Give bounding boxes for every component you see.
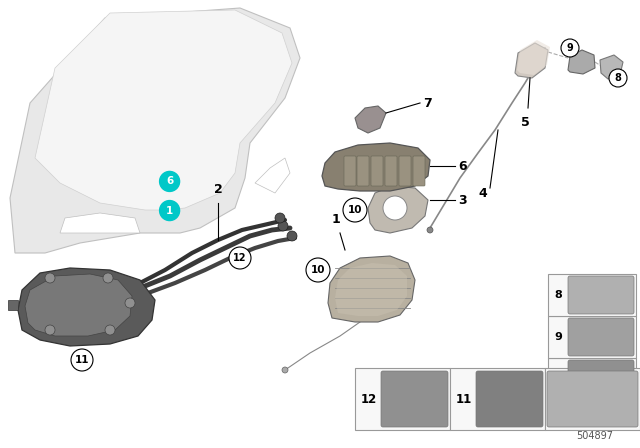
Circle shape — [71, 349, 93, 371]
Circle shape — [306, 258, 330, 282]
FancyBboxPatch shape — [381, 371, 448, 427]
Circle shape — [427, 227, 433, 233]
FancyBboxPatch shape — [545, 368, 640, 430]
Circle shape — [561, 39, 579, 57]
FancyBboxPatch shape — [399, 156, 411, 186]
Text: 10: 10 — [311, 265, 325, 275]
FancyBboxPatch shape — [547, 371, 638, 427]
Polygon shape — [335, 263, 407, 316]
Circle shape — [105, 325, 115, 335]
Text: 12: 12 — [361, 392, 377, 405]
Circle shape — [125, 298, 135, 308]
Polygon shape — [10, 8, 300, 253]
FancyBboxPatch shape — [355, 368, 450, 430]
Polygon shape — [355, 106, 386, 133]
Circle shape — [609, 69, 627, 87]
Polygon shape — [25, 274, 132, 336]
FancyBboxPatch shape — [548, 358, 636, 400]
Text: 10: 10 — [348, 205, 362, 215]
Circle shape — [229, 247, 251, 269]
Polygon shape — [8, 300, 18, 310]
Text: 8: 8 — [554, 290, 562, 300]
Polygon shape — [568, 50, 595, 74]
Polygon shape — [600, 55, 623, 79]
Text: 2: 2 — [214, 183, 222, 196]
Polygon shape — [515, 43, 548, 78]
Polygon shape — [18, 268, 155, 346]
FancyBboxPatch shape — [385, 156, 397, 186]
Circle shape — [275, 213, 285, 223]
Circle shape — [103, 273, 113, 283]
Text: 1: 1 — [166, 206, 173, 215]
FancyBboxPatch shape — [568, 360, 634, 398]
FancyBboxPatch shape — [548, 274, 636, 316]
FancyBboxPatch shape — [357, 156, 369, 186]
Text: 1: 1 — [332, 213, 340, 226]
Text: 9: 9 — [566, 43, 573, 53]
Text: 5: 5 — [520, 116, 529, 129]
Text: 504897: 504897 — [577, 431, 614, 441]
Polygon shape — [60, 213, 140, 233]
Text: 12: 12 — [233, 253, 247, 263]
Text: 9: 9 — [554, 332, 562, 342]
Text: 7: 7 — [423, 96, 432, 109]
Circle shape — [159, 172, 180, 191]
Polygon shape — [322, 143, 430, 191]
Circle shape — [287, 231, 297, 241]
Text: 6: 6 — [458, 159, 467, 172]
Circle shape — [45, 325, 55, 335]
Circle shape — [159, 201, 180, 220]
FancyBboxPatch shape — [568, 276, 634, 314]
Circle shape — [343, 198, 367, 222]
FancyBboxPatch shape — [344, 156, 356, 186]
Polygon shape — [517, 40, 550, 75]
Polygon shape — [368, 186, 428, 233]
Polygon shape — [328, 256, 415, 322]
Polygon shape — [35, 10, 292, 210]
FancyBboxPatch shape — [568, 318, 634, 356]
FancyBboxPatch shape — [413, 156, 425, 186]
FancyBboxPatch shape — [450, 368, 545, 430]
Text: 4: 4 — [478, 186, 487, 199]
Text: 3: 3 — [458, 194, 467, 207]
Text: 11: 11 — [456, 392, 472, 405]
Circle shape — [282, 367, 288, 373]
Text: 10: 10 — [550, 374, 566, 384]
FancyBboxPatch shape — [476, 371, 543, 427]
FancyBboxPatch shape — [371, 156, 383, 186]
Text: 6: 6 — [166, 177, 173, 186]
FancyBboxPatch shape — [548, 316, 636, 358]
Polygon shape — [255, 158, 290, 193]
Circle shape — [278, 221, 288, 231]
Circle shape — [383, 196, 407, 220]
Text: 11: 11 — [75, 355, 89, 365]
Text: 8: 8 — [614, 73, 621, 83]
Circle shape — [45, 273, 55, 283]
